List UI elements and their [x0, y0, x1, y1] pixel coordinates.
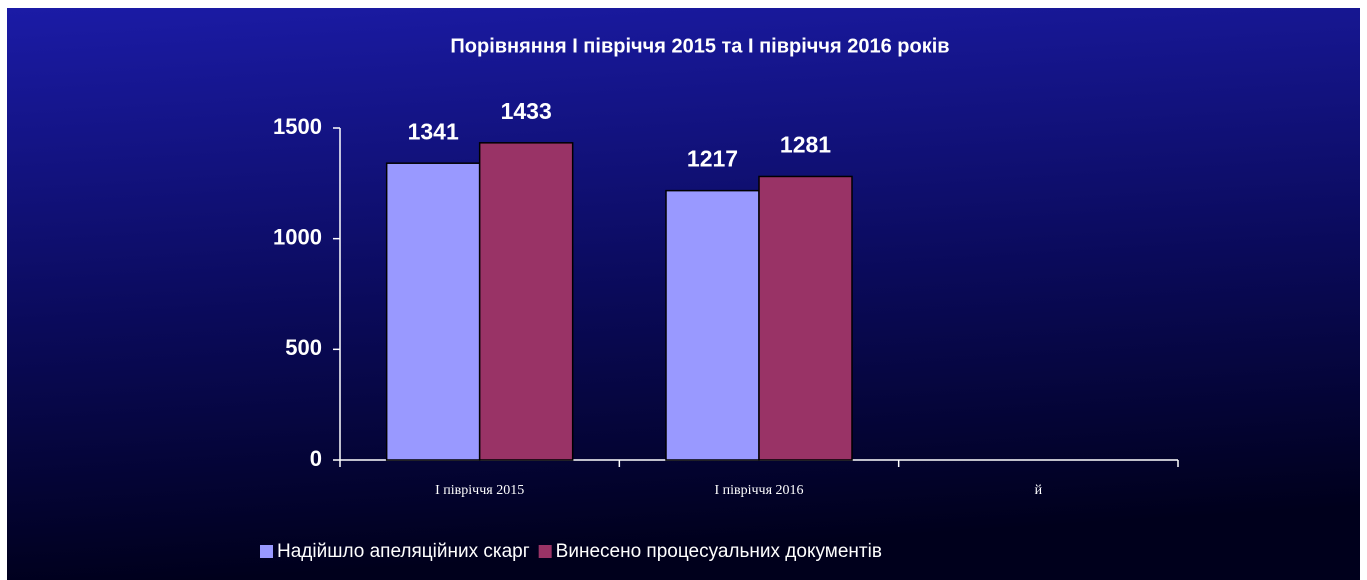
bar [758, 175, 853, 461]
x-tick-label: I півріччя 2016 [714, 483, 803, 498]
chart-title: Порівняння I півріччя 2015 та I півріччя… [450, 35, 949, 57]
data-label: 1341 [408, 118, 459, 144]
data-label: 1281 [780, 132, 831, 158]
legend-label: Винесено процесуальних документів [556, 541, 882, 562]
y-tick-label: 0 [310, 446, 322, 471]
legend-swatch [260, 545, 273, 558]
legend-label: Надійшло апеляційних скарг [277, 541, 530, 562]
y-tick-label: 500 [285, 335, 322, 360]
data-label: 1217 [687, 146, 738, 172]
bar [478, 142, 574, 461]
legend-swatch [538, 545, 552, 558]
data-label: 1433 [501, 98, 552, 124]
bar [385, 162, 481, 461]
y-tick-label: 1500 [273, 114, 322, 139]
x-tick-label: I півріччя 2015 [435, 483, 524, 498]
bar [665, 189, 760, 461]
y-tick-label: 1000 [273, 224, 322, 249]
x-tick-label: й [1035, 483, 1043, 498]
